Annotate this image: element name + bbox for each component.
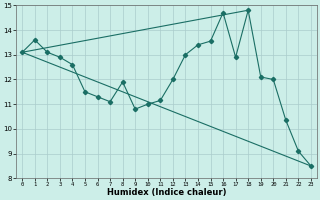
X-axis label: Humidex (Indice chaleur): Humidex (Indice chaleur) bbox=[107, 188, 226, 197]
